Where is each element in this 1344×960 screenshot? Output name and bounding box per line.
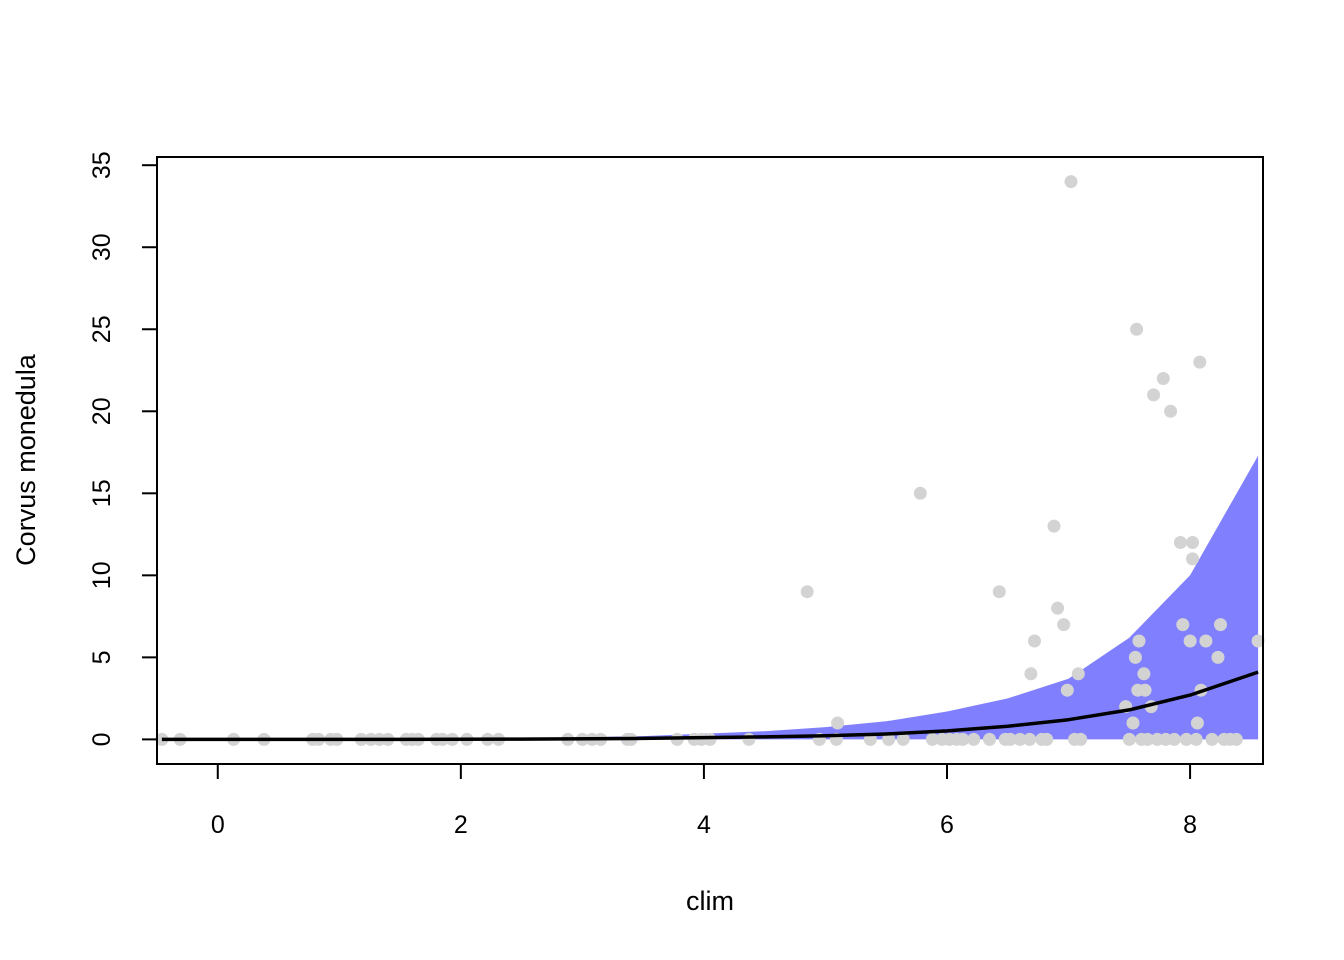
data-point bbox=[1141, 732, 1154, 746]
data-point bbox=[967, 732, 981, 746]
y-tick-label: 25 bbox=[88, 315, 116, 343]
data-point bbox=[1060, 683, 1074, 697]
fitted-line bbox=[161, 670, 1259, 742]
data-point bbox=[703, 732, 717, 746]
y-tick-label: 15 bbox=[88, 479, 116, 507]
data-point bbox=[956, 732, 970, 746]
y-tick-label: 30 bbox=[88, 233, 116, 261]
data-point bbox=[1128, 650, 1142, 664]
data-point bbox=[1176, 618, 1190, 632]
x-tick-label: 6 bbox=[940, 811, 954, 839]
data-point bbox=[913, 486, 927, 500]
y-axis-title: Corvus monedula bbox=[11, 353, 41, 566]
y-tick-label: 35 bbox=[88, 151, 116, 179]
data-point bbox=[992, 585, 1006, 599]
y-tick-label: 0 bbox=[88, 732, 116, 746]
data-point bbox=[1229, 732, 1243, 746]
data-point bbox=[896, 732, 910, 746]
data-point bbox=[831, 716, 845, 730]
data-point bbox=[1173, 536, 1187, 549]
data-point bbox=[882, 732, 896, 746]
data-point bbox=[1013, 732, 1027, 746]
data-point bbox=[1251, 634, 1265, 648]
data-point bbox=[1199, 634, 1213, 648]
x-tick-label: 4 bbox=[697, 811, 711, 839]
data-point bbox=[1186, 536, 1199, 549]
data-point bbox=[1183, 634, 1197, 648]
data-point bbox=[1214, 618, 1227, 632]
fitted-line-layer bbox=[161, 670, 1259, 742]
data-point bbox=[800, 585, 814, 599]
y-tick-label: 10 bbox=[88, 561, 116, 589]
data-point bbox=[1074, 732, 1088, 746]
data-point bbox=[1156, 372, 1170, 385]
data-point bbox=[1028, 634, 1041, 648]
data-point bbox=[742, 732, 756, 746]
data-point bbox=[1003, 732, 1017, 746]
data-point bbox=[1179, 732, 1193, 746]
data-point bbox=[1137, 667, 1151, 681]
data-point bbox=[1057, 618, 1071, 632]
data-point bbox=[1211, 650, 1225, 664]
x-axis-title: clim bbox=[686, 886, 734, 916]
confidence-band bbox=[161, 455, 1259, 740]
data-point bbox=[1047, 519, 1061, 533]
data-point bbox=[983, 732, 996, 746]
data-point bbox=[925, 732, 939, 746]
data-point bbox=[1164, 404, 1178, 418]
x-tick-label: 0 bbox=[211, 811, 225, 839]
x-tick-label: 2 bbox=[454, 811, 468, 839]
data-point bbox=[1147, 388, 1161, 402]
data-point bbox=[1040, 732, 1054, 746]
y-tick-label: 20 bbox=[88, 397, 116, 425]
data-point bbox=[1193, 355, 1207, 369]
data-point bbox=[1122, 732, 1136, 746]
data-points-layer bbox=[155, 175, 1265, 746]
data-point bbox=[1189, 732, 1203, 746]
data-point bbox=[1071, 667, 1085, 681]
data-point bbox=[1190, 716, 1204, 730]
data-point bbox=[1130, 322, 1144, 336]
data-point bbox=[1051, 601, 1065, 615]
data-point bbox=[1024, 667, 1038, 681]
data-point bbox=[1132, 634, 1146, 648]
x-tick-label: 8 bbox=[1183, 811, 1197, 839]
x-axis: 0 2 4 6 8 bbox=[211, 763, 1197, 839]
y-axis: 0 5 10 15 20 25 30 35 bbox=[88, 151, 158, 746]
data-point bbox=[1023, 732, 1037, 746]
data-point bbox=[1064, 175, 1078, 189]
data-point bbox=[1138, 683, 1152, 697]
data-point bbox=[1126, 716, 1140, 730]
data-point bbox=[1205, 732, 1219, 746]
y-tick-label: 5 bbox=[88, 650, 116, 664]
confidence-band-layer bbox=[161, 455, 1259, 740]
data-point bbox=[1167, 732, 1181, 746]
data-point bbox=[1186, 552, 1199, 566]
